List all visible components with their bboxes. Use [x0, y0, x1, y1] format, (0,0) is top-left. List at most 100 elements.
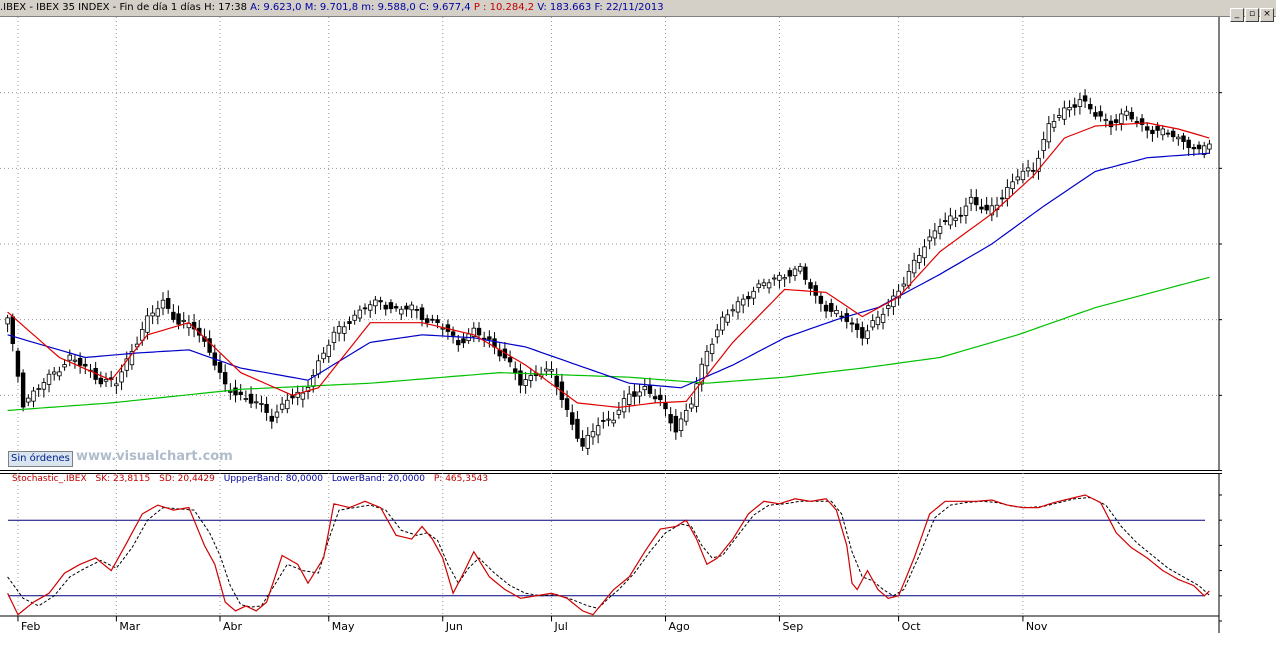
stochastic-header: Stochastic_.IBEX SK: 23,8115 SD: 20,4429… — [12, 474, 494, 484]
candle-body — [471, 327, 477, 337]
candle-body — [331, 331, 337, 343]
candle-body — [968, 196, 974, 204]
candle-body — [943, 220, 948, 222]
candle-body — [922, 246, 927, 259]
candle-body — [476, 327, 482, 336]
candle-body — [1082, 95, 1088, 102]
stoch-p: P: 465,3543 — [433, 474, 489, 484]
candle-body — [658, 394, 663, 401]
candle-body — [782, 277, 787, 280]
candle-body — [554, 375, 559, 388]
candle-body — [430, 318, 435, 321]
maximize-button[interactable]: ▫ — [1245, 8, 1259, 22]
candle-body — [606, 418, 611, 421]
candle-body — [839, 315, 844, 318]
candle-body — [264, 403, 269, 413]
candle-body — [989, 205, 995, 216]
candle-body — [580, 438, 585, 447]
candle-body — [41, 382, 47, 390]
candle-body — [1191, 147, 1197, 150]
candle-body — [668, 414, 673, 424]
candle-body — [1145, 126, 1150, 131]
month-label: Jun — [445, 620, 463, 633]
candle-body — [709, 343, 715, 355]
minimize-button[interactable]: _ — [1230, 8, 1244, 22]
candle-body — [435, 319, 440, 323]
candle-body — [1051, 121, 1057, 128]
candle-body — [259, 403, 264, 405]
candle-body — [632, 391, 637, 397]
candle-body — [999, 197, 1005, 200]
symbol-label: .IBEX - IBEX 35 INDEX - Fin de día 1 día… — [0, 2, 201, 13]
candle-body — [792, 268, 798, 277]
candle-body — [300, 392, 306, 400]
candle-body — [129, 351, 135, 366]
candle-body — [1005, 187, 1010, 200]
orders-status-button[interactable]: Sin órdenes — [8, 451, 73, 467]
candle-body — [171, 311, 176, 320]
candle-body — [362, 307, 368, 310]
candle-body — [1176, 136, 1181, 140]
month-label: Abr — [223, 620, 243, 633]
candle-body — [808, 282, 813, 289]
candle-body — [937, 226, 943, 234]
candle-body — [114, 383, 119, 387]
open-label: A: 9.623,0 — [250, 2, 302, 13]
candle-body — [409, 304, 414, 311]
candle-body — [616, 409, 622, 415]
candle-body — [1072, 104, 1077, 108]
stochastic-chart[interactable]: 100,080,060,040,020,00,023,8FebMarAbrMay… — [0, 473, 1222, 633]
candle-body — [72, 359, 78, 362]
candle-body — [5, 317, 10, 325]
candle-body — [886, 305, 891, 309]
candle-body — [663, 402, 668, 410]
stoch-sd: SD: 20,4429 — [159, 474, 215, 484]
p-label: P : 10.284,2 — [473, 2, 535, 13]
candle-body — [673, 415, 679, 433]
candle-body — [26, 397, 31, 403]
candle-body — [393, 306, 399, 309]
candle-body — [357, 309, 363, 319]
candle-body — [140, 329, 145, 341]
candle-body — [424, 318, 430, 323]
candle-body — [875, 316, 881, 326]
date-label: F: 22/11/2013 — [594, 2, 664, 13]
candle-body — [238, 391, 243, 396]
candle-body — [860, 327, 865, 339]
candle-body — [715, 329, 720, 338]
candle-body — [336, 325, 342, 334]
candle-body — [549, 369, 554, 372]
candle-body — [523, 379, 528, 386]
candle-body — [544, 368, 549, 372]
candle-body — [1202, 145, 1207, 155]
candle-body — [254, 401, 259, 404]
candle-body — [67, 354, 72, 361]
candle-body — [1139, 118, 1145, 125]
month-label: Mar — [119, 620, 140, 633]
candle-body — [207, 338, 212, 353]
candle-body — [1103, 119, 1109, 121]
candle-body — [704, 350, 710, 367]
window-buttons: _ ▫ × — [1229, 1, 1274, 22]
candle-body — [756, 283, 761, 289]
plot-background — [0, 17, 1222, 471]
candle-body — [948, 215, 953, 226]
candle-body — [683, 409, 689, 422]
candle-body — [1160, 128, 1166, 136]
candle-body — [637, 391, 642, 397]
candle-body — [181, 319, 186, 322]
close-button[interactable]: × — [1260, 8, 1274, 22]
month-label: Nov — [1026, 620, 1048, 633]
candle-body — [694, 383, 699, 407]
candle-body — [979, 206, 984, 210]
candles — [5, 89, 1212, 456]
candle-body — [1207, 143, 1212, 150]
candle-body — [1129, 111, 1134, 120]
candle-body — [927, 236, 932, 242]
candle-body — [1155, 125, 1160, 131]
candle-body — [1134, 121, 1140, 123]
price-chart[interactable]: 10.000,09.500,09.000,08.500,08.000,09.67… — [0, 17, 1222, 471]
candle-body — [342, 326, 347, 334]
candle-body — [414, 309, 420, 311]
candle-body — [243, 398, 249, 400]
